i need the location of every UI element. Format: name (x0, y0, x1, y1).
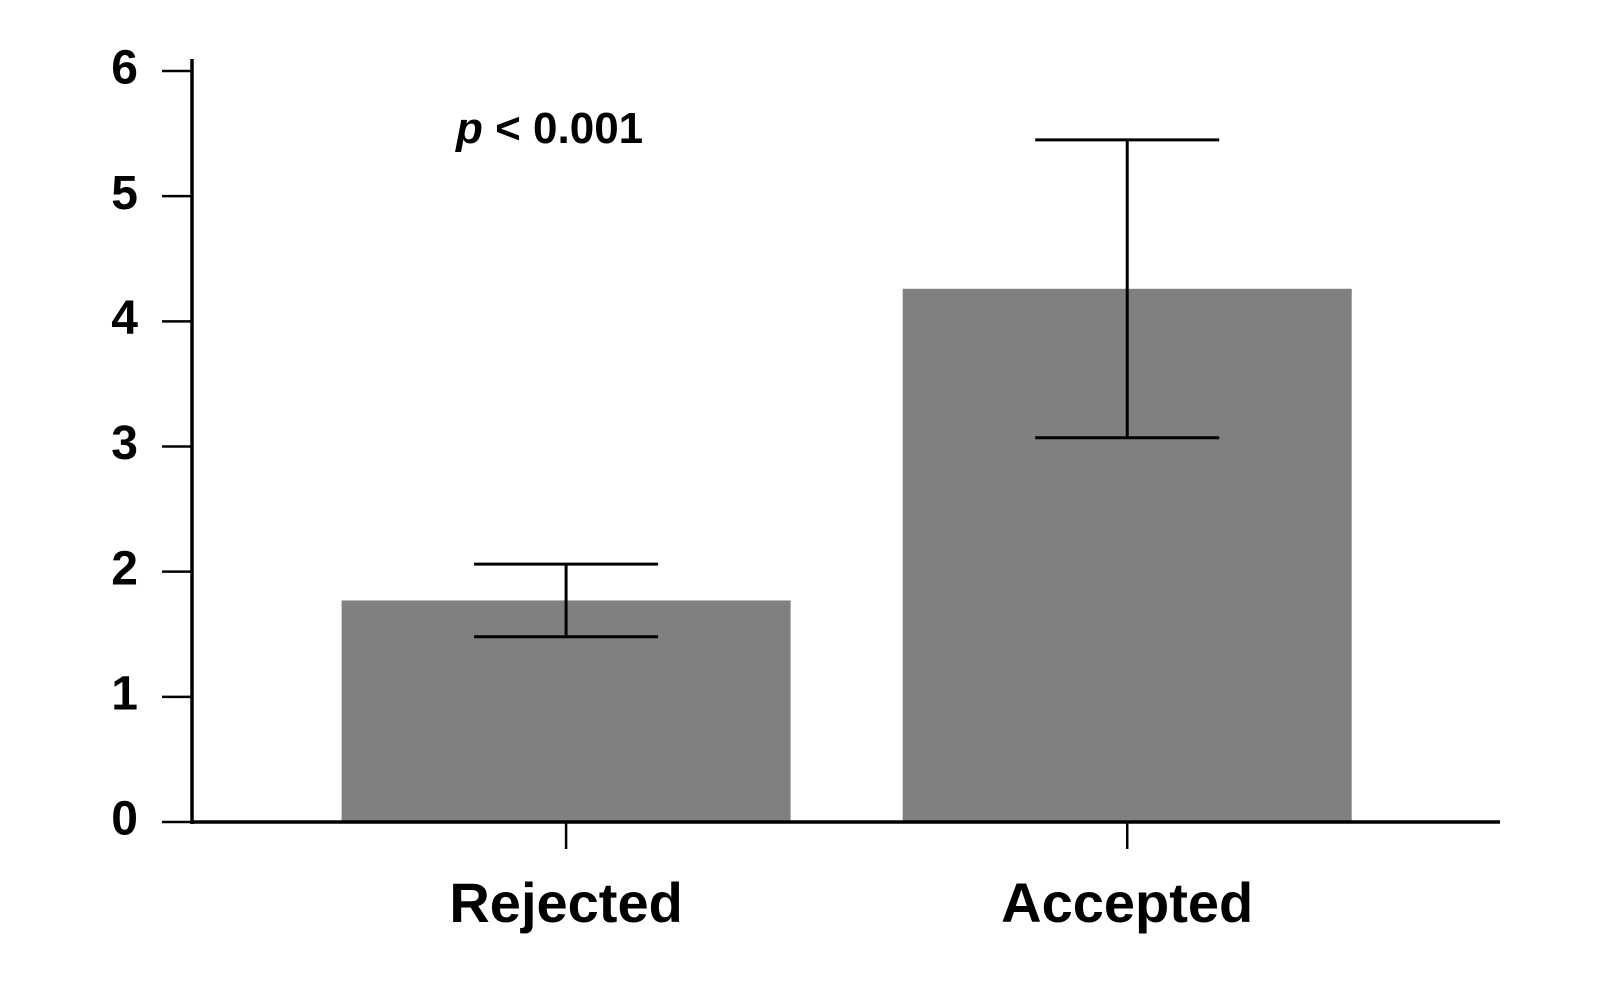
x-tick-label: Rejected (449, 871, 682, 934)
y-tick-label: 2 (111, 542, 138, 595)
y-tick-label: 6 (111, 42, 138, 95)
y-tick-label: 4 (111, 292, 138, 345)
y-tick-label: 5 (111, 167, 138, 220)
y-tick-label: 3 (111, 417, 138, 470)
y-tick-label: 1 (111, 668, 138, 721)
error-bar (1035, 138, 1220, 440)
error-bar (474, 562, 659, 639)
x-tick-label: Accepted (1001, 871, 1253, 934)
annotation: p < 0.001 (455, 104, 643, 153)
y-tick-label: 0 (111, 793, 138, 846)
